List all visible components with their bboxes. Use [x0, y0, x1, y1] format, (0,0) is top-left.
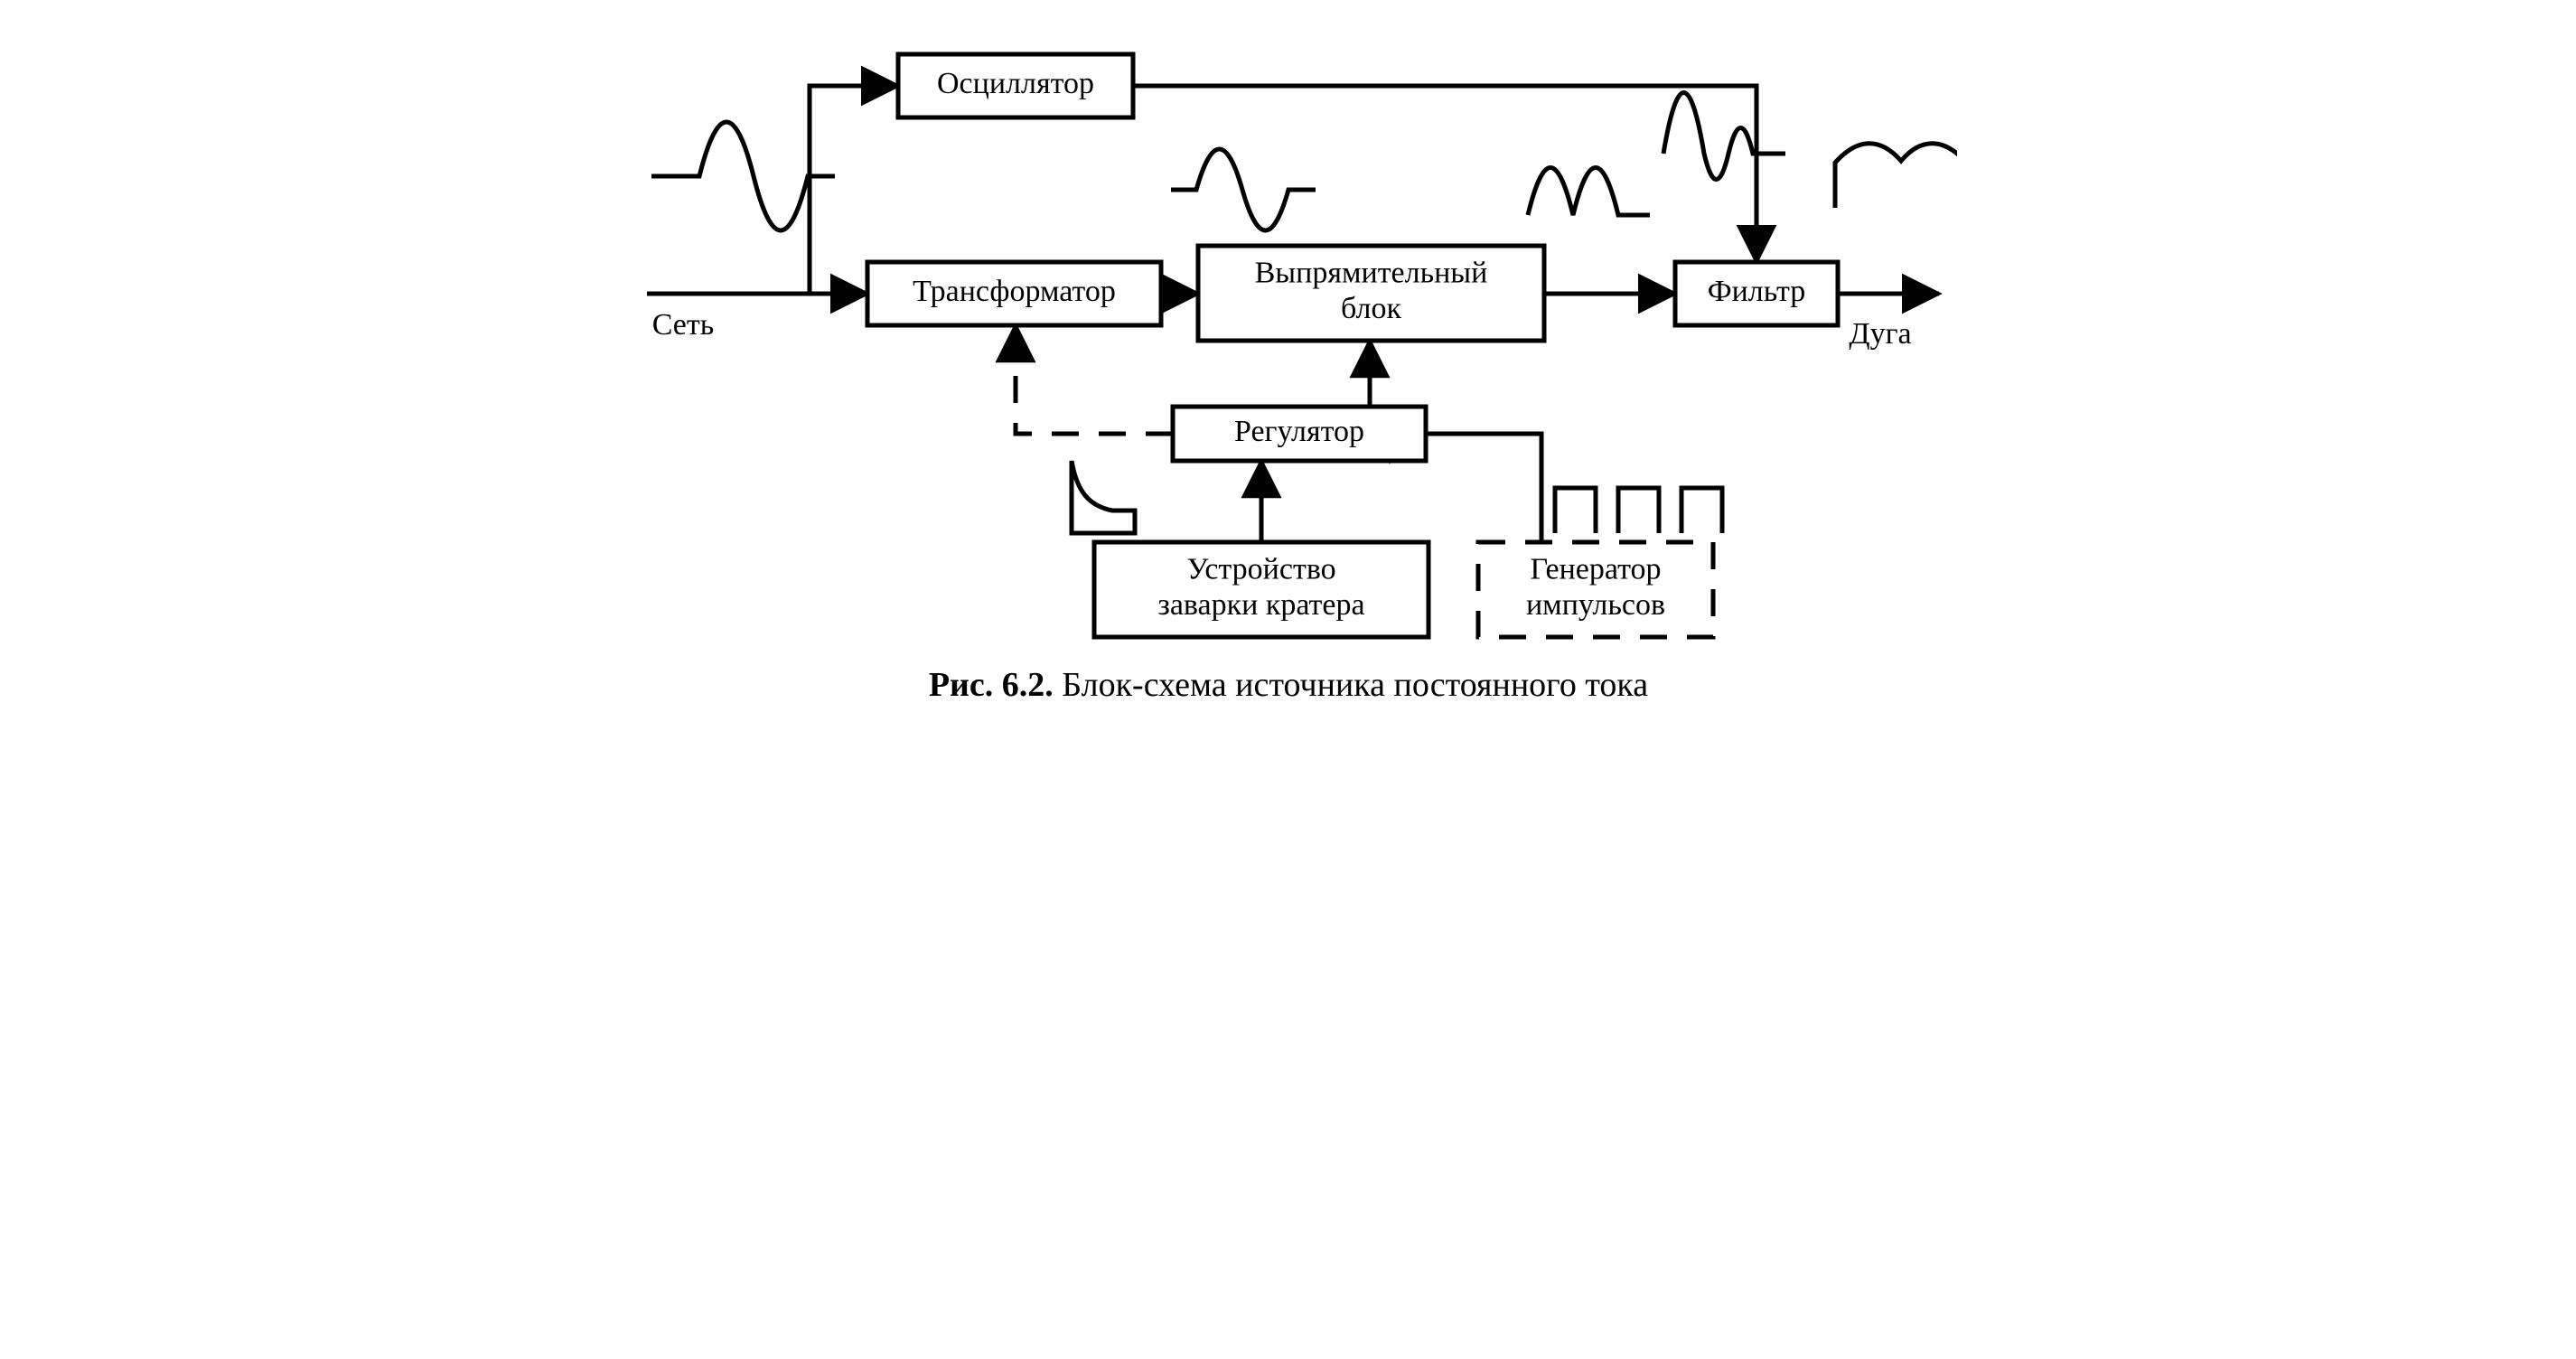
- edge-pulse-to-reg: [1426, 434, 1541, 542]
- node-oscillator-label: Осциллятор: [936, 67, 1093, 100]
- node-crater-label: Устройство: [1186, 553, 1335, 586]
- node-filter: Фильтр: [1675, 262, 1838, 325]
- node-crater: Устройствозаварки кратера: [1094, 542, 1429, 637]
- node-pulsegen-label: импульсов: [1525, 588, 1664, 622]
- edge-osc-to-filter: [1133, 86, 1756, 262]
- node-transformer-label: Трансформатор: [913, 275, 1116, 308]
- wave-sine-after-tr: [1171, 149, 1316, 230]
- caption-layer: Рис. 6.2. Блок-схема источника постоянно…: [928, 666, 1647, 704]
- node-crater-label: заварки кратера: [1157, 588, 1364, 622]
- node-rectifier-label: Выпрямительный: [1254, 257, 1487, 290]
- edge-reg-to-trans: [1016, 325, 1173, 434]
- node-regulator: Регулятор: [1173, 407, 1426, 461]
- wave-hf-osc: [1663, 93, 1785, 180]
- node-pulsegen: Генераторимпульсов: [1478, 542, 1713, 637]
- figure-caption: Рис. 6.2. Блок-схема источника постоянно…: [928, 666, 1647, 704]
- node-transformer: Трансформатор: [867, 262, 1161, 325]
- node-filter-label: Фильтр: [1707, 275, 1805, 308]
- node-oscillator: Осциллятор: [898, 54, 1133, 117]
- node-rectifier: Выпрямительныйблок: [1198, 246, 1544, 341]
- wave-filtered: [1835, 144, 1957, 208]
- node-pulsegen-label: Генератор: [1530, 553, 1661, 586]
- node-rectifier-label: блок: [1341, 292, 1401, 325]
- label-input: Сеть: [651, 308, 714, 342]
- wave-pulses: [1555, 488, 1722, 533]
- node-regulator-label: Регулятор: [1233, 415, 1363, 448]
- label-output: Дуга: [1849, 317, 1911, 351]
- wave-rectified: [1528, 168, 1650, 216]
- nodes-layer: Осциллятор Трансформатор Выпрямительныйбло…: [867, 54, 1838, 637]
- wave-crater-curve: [1072, 461, 1135, 533]
